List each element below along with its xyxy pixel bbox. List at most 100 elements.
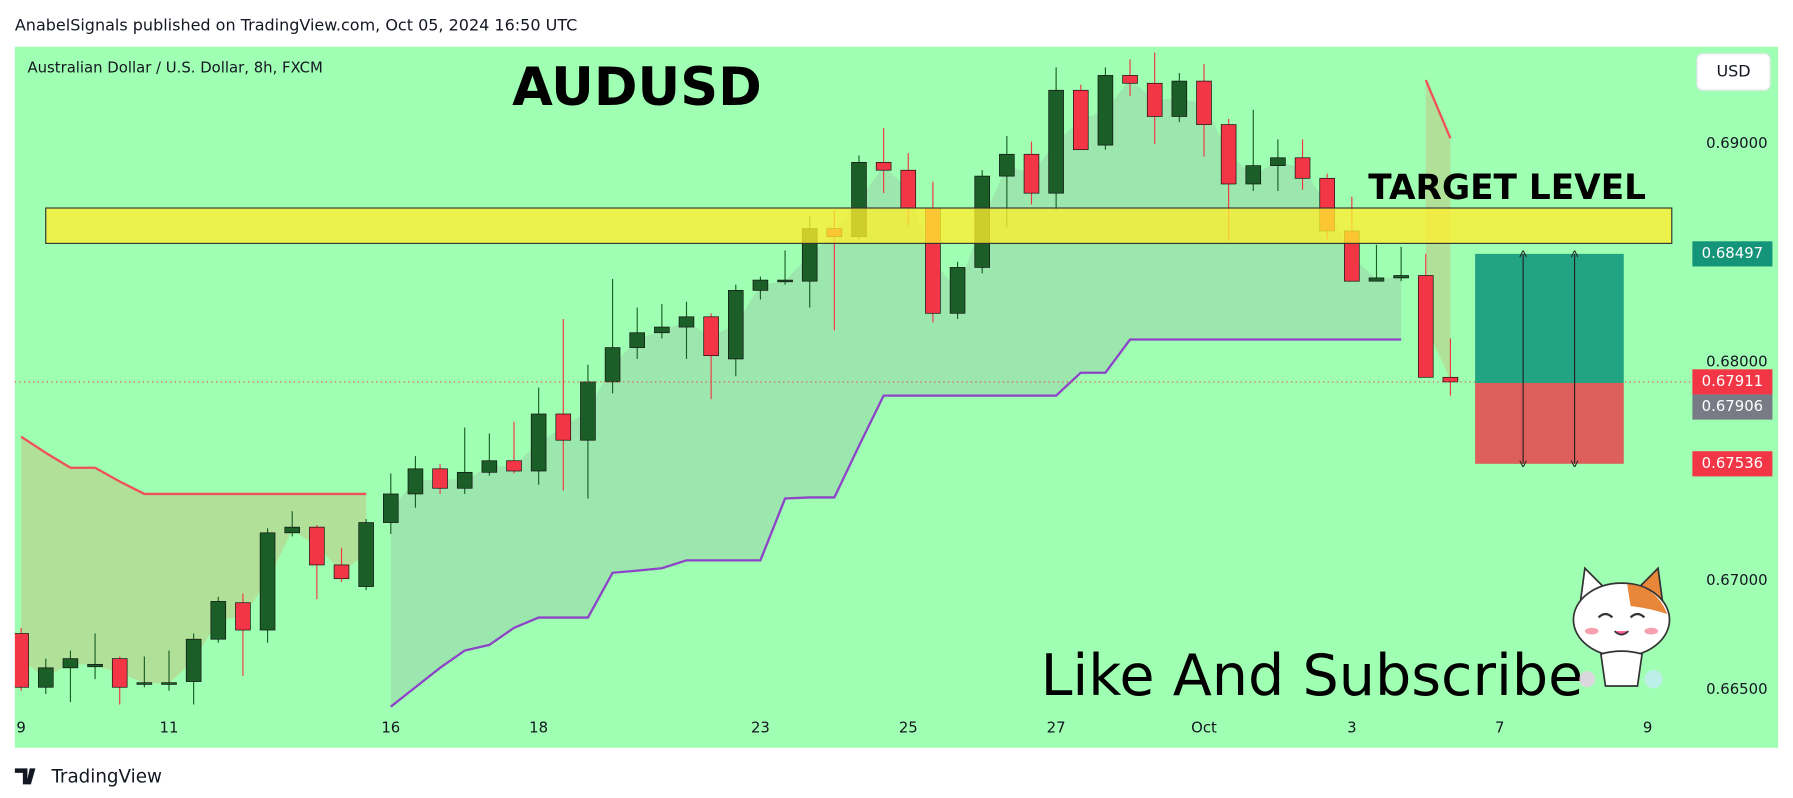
price-label: 0.67911 <box>1702 372 1763 390</box>
candle-body <box>235 602 251 631</box>
candle-body <box>1146 82 1163 117</box>
candle-body <box>777 279 793 283</box>
indicator-line <box>390 338 1402 708</box>
cat-patch <box>1627 584 1668 614</box>
candle-body <box>678 316 695 328</box>
candle-body <box>949 267 966 314</box>
candle-body <box>185 638 202 682</box>
cat-blush <box>1584 627 1599 635</box>
profit-zone <box>1475 253 1624 383</box>
candle-body <box>38 667 54 688</box>
candle-body <box>1220 124 1237 185</box>
x-tick-label: 11 <box>160 718 179 736</box>
cat-sticker <box>1572 566 1671 689</box>
candle-body <box>1171 80 1188 117</box>
candle-body <box>284 526 300 534</box>
candle-body <box>703 316 719 357</box>
indicator-fill <box>21 436 367 684</box>
indicator-line <box>20 79 1452 496</box>
candle-body <box>1294 157 1311 179</box>
x-tick-label: 9 <box>1643 718 1652 736</box>
candle-body <box>259 532 276 631</box>
candle-body <box>1023 153 1040 194</box>
candle-body <box>580 381 596 441</box>
cat-head <box>1572 582 1671 658</box>
candle-body <box>875 162 892 171</box>
target-zone <box>45 207 1673 244</box>
currency-label: USD <box>1716 61 1750 80</box>
candle-body <box>456 471 473 489</box>
x-tick-label: 18 <box>529 718 548 736</box>
currency-button[interactable] <box>1696 53 1771 91</box>
tv-logo: TradingView <box>14 766 162 787</box>
loss-zone <box>1475 382 1624 464</box>
candle-body <box>1097 75 1114 146</box>
cat-mouth <box>1614 630 1629 636</box>
candle-body <box>1417 275 1434 378</box>
candle-body <box>481 460 498 473</box>
candle-body <box>555 413 572 441</box>
price-label-bg <box>1692 369 1773 395</box>
candle-body <box>62 658 79 669</box>
candle-body <box>1072 89 1089 151</box>
cat-blush <box>1644 627 1659 635</box>
x-tick-label: 16 <box>381 718 400 736</box>
candle-body <box>1442 376 1459 383</box>
x-tick-label: 27 <box>1047 718 1066 736</box>
symbol-info: Australian Dollar / U.S. Dollar, 8h, FXC… <box>27 59 322 77</box>
candle-body <box>432 468 448 489</box>
candle-body <box>1245 165 1262 185</box>
cat-body <box>1599 650 1644 687</box>
x-tick-label: 23 <box>751 718 770 736</box>
subscribe-annotation: Like And Subscribe <box>1041 643 1584 709</box>
candle-body <box>629 332 645 348</box>
bubble <box>1644 670 1663 689</box>
candle-body <box>900 169 917 209</box>
candle-body <box>1393 275 1409 279</box>
tv-wordmark: TradingView <box>50 766 162 787</box>
target-annotation: TARGET LEVEL <box>1368 168 1646 208</box>
x-tick-label: Oct <box>1191 718 1217 736</box>
candle-body <box>1270 157 1286 166</box>
publish-info: AnabelSignals published on TradingView.c… <box>15 16 577 35</box>
y-tick-label: 0.67000 <box>1706 571 1767 589</box>
price-label: 0.68497 <box>1702 244 1763 262</box>
x-tick-label: 25 <box>899 718 918 736</box>
candle-body <box>383 493 399 523</box>
y-tick-label: 0.66500 <box>1706 680 1767 698</box>
candle-body <box>1368 277 1385 282</box>
candle-body <box>87 663 103 668</box>
candle-body <box>1196 80 1212 125</box>
y-tick-label: 0.69000 <box>1706 134 1767 152</box>
x-tick-label: 9 <box>16 718 25 736</box>
bubble <box>1579 671 1596 688</box>
candle-body <box>654 326 670 334</box>
candle-body <box>407 468 424 495</box>
y-tick-label: 0.68000 <box>1706 352 1767 370</box>
cat-eyes <box>1597 612 1646 619</box>
tv-mark <box>14 768 36 785</box>
candle-body <box>136 682 153 685</box>
candle-body <box>999 153 1015 177</box>
candle-body <box>752 279 769 291</box>
chart-title: AUDUSD <box>512 57 762 118</box>
x-tick-label: 3 <box>1347 718 1356 736</box>
candle-body <box>530 413 547 472</box>
candle-body <box>14 633 29 688</box>
candle-body <box>161 682 177 685</box>
candle-body <box>210 601 227 640</box>
price-label: 0.67536 <box>1702 454 1763 472</box>
candle-body <box>506 460 522 472</box>
price-label-bg <box>1692 451 1773 477</box>
candle-body <box>1122 75 1138 84</box>
candle-body <box>333 564 350 580</box>
candle-body <box>309 526 325 566</box>
candle-body <box>728 290 744 360</box>
x-tick-label: 7 <box>1495 718 1504 736</box>
price-label-bg <box>1692 394 1773 420</box>
candle-body <box>111 658 128 688</box>
price-label-bg <box>1692 241 1773 267</box>
candle-body <box>358 522 374 587</box>
